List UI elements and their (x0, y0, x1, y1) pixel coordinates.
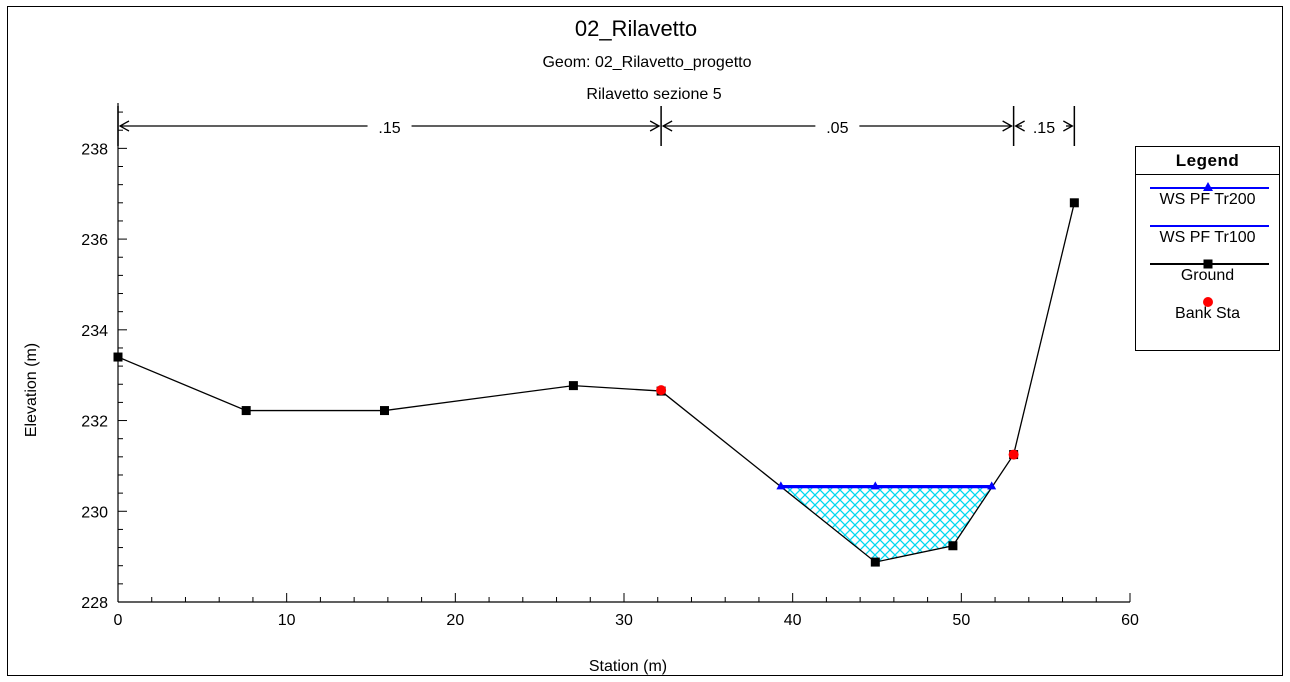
legend-marker (1203, 297, 1213, 307)
chart-subtitle-geometry: Geom: 02_Rilavetto_progetto (542, 54, 751, 71)
manning-arrowhead (1002, 120, 1013, 132)
y-tick-label: 238 (81, 141, 108, 158)
x-tick-label: 30 (615, 612, 633, 629)
ground-point (379, 406, 389, 416)
legend-marker-shape (1203, 297, 1213, 307)
ws-tr200-point (870, 481, 880, 490)
y-tick-label: 230 (81, 504, 108, 521)
x-tick-label: 60 (1121, 612, 1139, 629)
manning-n-label: .15 (1033, 120, 1055, 137)
ground-point (1069, 198, 1079, 208)
ws-tr200-point (987, 481, 997, 490)
legend-entry: Ground (1136, 251, 1279, 289)
legend-title: Legend (1136, 147, 1279, 175)
legend-marker (1203, 259, 1213, 269)
water-fill-group (780, 486, 992, 563)
legend-entry: WS PF Tr200 (1136, 175, 1279, 213)
ground-point (113, 352, 123, 362)
x-tick-label: 0 (114, 612, 123, 629)
chart-frame (7, 6, 1283, 676)
legend-entry: Bank Sta (1136, 289, 1279, 327)
ground-point (948, 541, 958, 551)
axes: 0 10 20 30 40 50 60 228 230 232 234 236 238 (81, 103, 1139, 629)
legend-line (1150, 225, 1269, 227)
ground-point (241, 406, 251, 416)
x-tick-label: 20 (446, 612, 464, 629)
manning-arrowhead (1014, 120, 1025, 132)
x-axis-label: Station (m) (589, 658, 667, 675)
y-tick-label: 236 (81, 232, 108, 249)
x-tick-label: 10 (278, 612, 296, 629)
manning-n-label: .15 (378, 120, 400, 137)
manning-arrowhead (661, 120, 673, 132)
water-fill (780, 486, 992, 563)
legend: Legend WS PF Tr200 WS PF Tr100 Ground Bank … (1135, 146, 1280, 351)
chart-title: 02_Rilavetto (575, 16, 697, 41)
manning-n-label: .05 (826, 120, 848, 137)
legend-marker-shape (1203, 182, 1213, 191)
manning-arrowhead (649, 120, 661, 132)
ground-point (568, 381, 578, 391)
legend-label: WS PF Tr100 (1159, 229, 1256, 246)
bank-station-point (1008, 449, 1019, 460)
legend-entries: WS PF Tr200 WS PF Tr100 Ground Bank Sta (1136, 175, 1279, 327)
x-tick-label: 50 (952, 612, 970, 629)
y-tick-label: 234 (81, 323, 108, 340)
chart-subtitle-section: Rilavetto sezione 5 (586, 86, 721, 103)
manning-n-region: .15 (1014, 120, 1074, 137)
ground-point (870, 557, 880, 567)
manning-n-annotations: .15 .05 .15 (117, 106, 1076, 146)
y-axis-label: Elevation (m) (23, 343, 40, 437)
manning-n-region: .05 (661, 120, 1013, 137)
legend-marker-shape (1203, 259, 1213, 269)
y-tick-label: 232 (81, 414, 108, 431)
manning-n-region: .15 (118, 120, 661, 137)
series-group (113, 198, 1079, 567)
legend-label: WS PF Tr200 (1159, 191, 1256, 208)
manning-arrowhead (1063, 120, 1074, 132)
legend-label: Bank Sta (1175, 305, 1240, 322)
legend-label: Ground (1180, 267, 1235, 284)
x-tick-label: 40 (784, 612, 802, 629)
legend-entry: WS PF Tr100 (1136, 213, 1279, 251)
y-tick-label: 228 (81, 595, 108, 612)
bank-station-point (656, 385, 667, 396)
legend-marker (1203, 182, 1213, 191)
manning-arrowhead (118, 120, 130, 132)
ws-tr200-point (776, 481, 786, 490)
